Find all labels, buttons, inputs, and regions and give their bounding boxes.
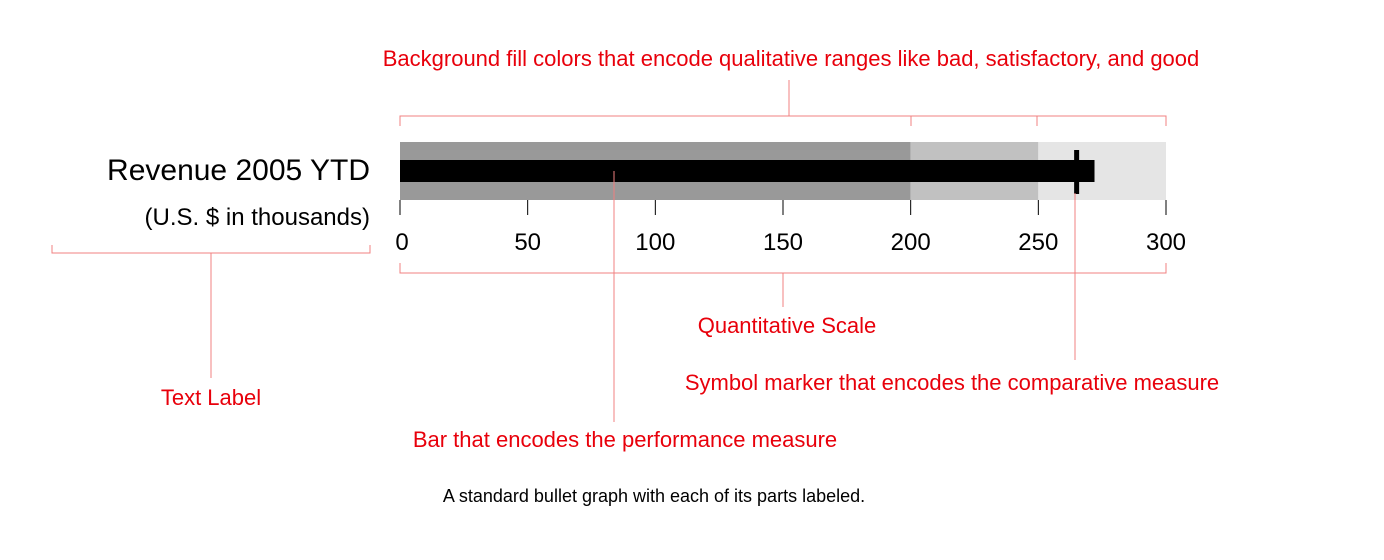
annotation-text-label: Text Label bbox=[161, 385, 261, 410]
chart-subtitle: (U.S. $ in thousands) bbox=[145, 204, 370, 231]
comparative-marker bbox=[1074, 150, 1080, 194]
label-bracket bbox=[51, 245, 371, 254]
scale-tick-label: 0 bbox=[395, 229, 408, 256]
annotation-ranges: Background fill colors that encode quali… bbox=[383, 46, 1200, 71]
annotation-scale: Quantitative Scale bbox=[698, 313, 877, 338]
scale-tick-label: 250 bbox=[1018, 229, 1058, 256]
quantitative-scale: 0 50 100 150 200 250 300 bbox=[395, 200, 1186, 256]
ranges-bracket bbox=[399, 115, 1167, 126]
scale-tick-label: 100 bbox=[635, 229, 675, 256]
scale-tick-label: 300 bbox=[1146, 229, 1186, 256]
performance-bar bbox=[400, 160, 1095, 182]
chart-title: Revenue 2005 YTD bbox=[107, 154, 370, 187]
figure-caption: A standard bullet graph with each of its… bbox=[443, 486, 865, 506]
annotation-guides bbox=[51, 80, 1167, 422]
scale-tick-label: 150 bbox=[763, 229, 803, 256]
scale-tick-label: 200 bbox=[891, 229, 931, 256]
annotation-marker: Symbol marker that encodes the comparati… bbox=[685, 370, 1219, 395]
scale-bracket bbox=[399, 263, 1167, 274]
scale-tick-label: 50 bbox=[514, 229, 541, 256]
annotation-bar: Bar that encodes the performance measure bbox=[413, 427, 837, 452]
